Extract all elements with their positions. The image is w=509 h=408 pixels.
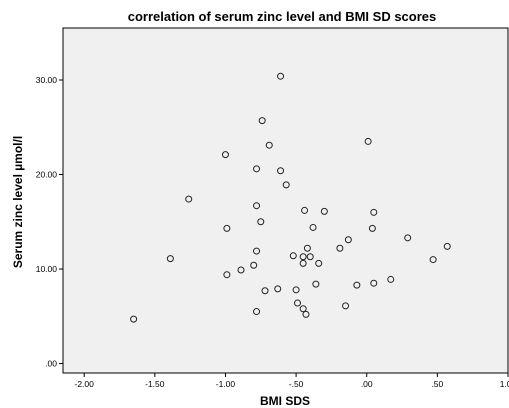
x-tick-label: -1.50 — [145, 379, 165, 389]
y-axis-ticks: .00 10.00 20.00 30.00 — [36, 75, 63, 369]
data-point — [223, 224, 231, 232]
data-point — [261, 287, 269, 295]
data-point — [282, 181, 290, 189]
data-point — [289, 252, 297, 260]
x-tick-label: .00 — [361, 379, 373, 389]
chart-title: correlation of serum zinc level and BMI … — [128, 9, 436, 24]
data-point — [404, 234, 412, 242]
data-point — [253, 165, 261, 173]
data-point — [312, 280, 320, 288]
data-point — [299, 259, 307, 267]
x-tick-label: .50 — [431, 379, 443, 389]
data-point — [265, 141, 273, 149]
data-point — [130, 315, 138, 323]
data-point — [253, 308, 261, 316]
data-point — [258, 117, 266, 125]
y-axis-label: Serum zinc level µmol/l — [11, 136, 25, 268]
data-point — [344, 236, 352, 244]
plot-area — [62, 27, 509, 374]
data-point — [277, 72, 285, 80]
data-point — [315, 259, 323, 267]
x-tick-label: -.50 — [289, 379, 304, 389]
data-point — [166, 255, 174, 263]
data-point — [309, 223, 317, 231]
data-point — [253, 247, 261, 255]
data-point — [342, 302, 350, 310]
data-point — [370, 279, 378, 287]
x-axis-label: BMI SDS — [260, 394, 310, 408]
data-point — [237, 266, 245, 274]
data-point — [364, 137, 372, 145]
data-point — [221, 151, 229, 159]
data-point — [299, 253, 307, 261]
data-point — [257, 218, 265, 226]
data-point — [353, 281, 361, 289]
y-tick-label: 20.00 — [36, 170, 58, 180]
data-point — [185, 195, 193, 203]
data-point — [429, 256, 437, 264]
data-point — [292, 286, 300, 294]
data-point — [443, 242, 451, 250]
data-point — [306, 253, 314, 261]
data-point — [303, 244, 311, 252]
data-point — [294, 299, 302, 307]
x-tick-label: -2.00 — [75, 379, 95, 389]
data-point — [387, 275, 395, 283]
data-point — [301, 206, 309, 214]
data-point — [274, 285, 282, 293]
data-point — [299, 305, 307, 313]
x-tick-label: -1.00 — [216, 379, 236, 389]
data-point — [370, 208, 378, 216]
x-axis-ticks: -2.00 -1.50 -1.00 -.50 .00 .50 1.00 — [75, 373, 509, 389]
data-point — [302, 310, 310, 318]
data-points — [130, 72, 451, 323]
data-point — [277, 167, 285, 175]
data-point — [223, 271, 231, 279]
y-tick-label: .00 — [45, 359, 57, 369]
data-point — [368, 224, 376, 232]
y-tick-label: 30.00 — [36, 75, 58, 85]
data-point — [320, 207, 328, 215]
data-point — [250, 261, 258, 269]
data-point — [253, 202, 261, 210]
data-point — [336, 244, 344, 252]
x-tick-label: 1.00 — [500, 379, 509, 389]
y-tick-label: 10.00 — [36, 264, 58, 274]
